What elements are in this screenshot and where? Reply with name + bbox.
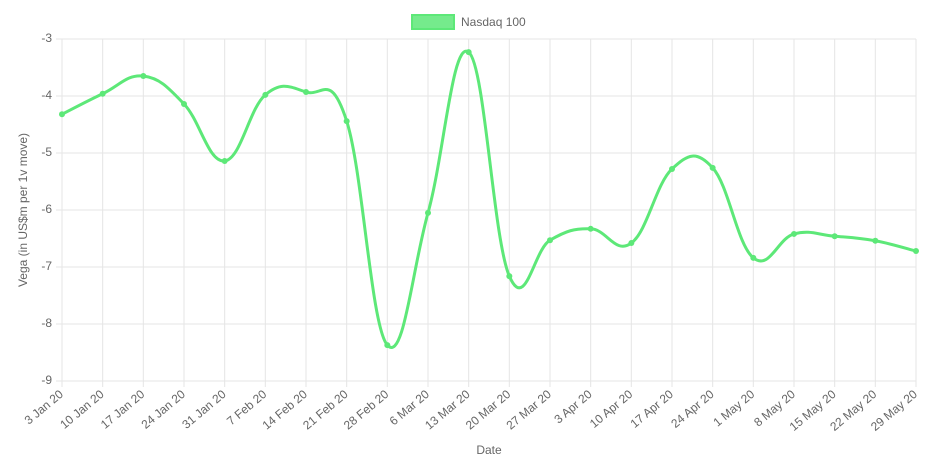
legend-label: Nasdaq 100 <box>461 15 526 29</box>
data-point <box>913 248 919 255</box>
x-tick-label: 27 Mar 20 <box>504 387 555 433</box>
y-tick-label: -6 <box>41 202 52 216</box>
data-point <box>709 164 716 171</box>
x-tick-label: 28 Feb 20 <box>341 387 392 433</box>
legend-swatch <box>411 14 455 30</box>
data-point <box>750 254 757 261</box>
data-point <box>221 157 228 164</box>
data-point <box>59 111 65 118</box>
data-point <box>547 237 553 244</box>
x-tick-label: 17 Apr 20 <box>628 387 677 431</box>
data-point <box>343 118 350 125</box>
y-tick-label: -9 <box>41 373 52 387</box>
x-tick-label: 1 May 20 <box>710 387 757 430</box>
data-point <box>506 273 513 280</box>
data-point <box>140 73 147 80</box>
y-axis-title: Vega (in US$m per 1v move) <box>16 133 30 287</box>
data-point <box>181 100 187 107</box>
legend-item: Nasdaq 100 <box>411 14 526 30</box>
y-tick-label: -4 <box>41 88 52 102</box>
y-tick-label: -8 <box>41 316 52 330</box>
y-tick-label: -7 <box>41 259 52 273</box>
data-point <box>465 49 472 56</box>
x-axis-title: Date <box>476 443 502 457</box>
y-tick-label: -3 <box>41 31 52 45</box>
x-tick-label: 10 Apr 20 <box>587 387 636 431</box>
data-point <box>425 209 431 216</box>
x-tick-label: 31 Jan 20 <box>179 387 229 432</box>
data-point <box>628 240 635 247</box>
data-point <box>262 91 269 98</box>
x-tick-label: 24 Apr 20 <box>668 387 717 431</box>
x-tick-label: 10 Jan 20 <box>57 387 107 432</box>
data-point <box>303 89 309 96</box>
y-tick-label: -5 <box>41 145 52 159</box>
data-point <box>99 90 106 97</box>
x-tick-label: 17 Jan 20 <box>98 387 148 432</box>
x-tick-label: 24 Jan 20 <box>139 387 189 432</box>
data-point <box>587 225 594 232</box>
data-point <box>831 233 838 240</box>
data-point <box>872 237 879 244</box>
data-point <box>384 342 391 349</box>
data-point <box>669 165 675 172</box>
data-point <box>791 230 797 237</box>
